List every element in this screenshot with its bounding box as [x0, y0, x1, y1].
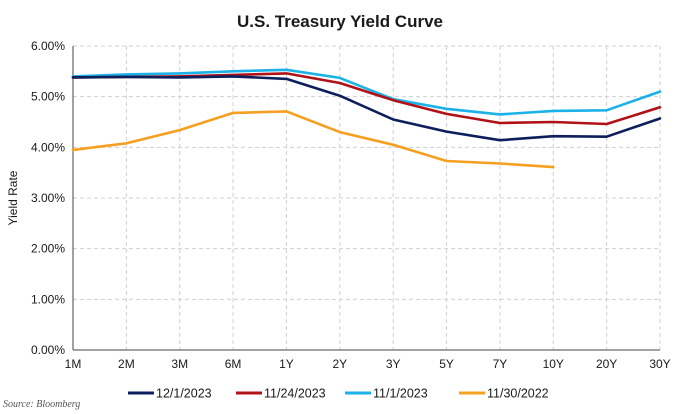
- y-tick-label: 2.00%: [31, 242, 65, 256]
- legend: 12/1/2023 11/24/2023 11/1/2023 11/30/2022: [128, 387, 549, 401]
- y-tick-label: 0.00%: [31, 343, 65, 357]
- chart-title: U.S. Treasury Yield Curve: [237, 12, 443, 31]
- legend-label: 12/1/2023: [156, 387, 212, 401]
- y-tick-label: 5.00%: [31, 90, 65, 104]
- axes: [72, 46, 660, 351]
- y-tick-label: 1.00%: [31, 292, 65, 306]
- series-line-3: [71, 110, 555, 169]
- series-line-0: [71, 75, 662, 142]
- series-lines: [71, 68, 662, 169]
- x-tick-label: 10Y: [543, 357, 564, 371]
- y-axis-label: Yield Rate: [6, 170, 20, 225]
- x-tick-label: 7Y: [493, 357, 508, 371]
- y-axis-ticks: 0.00% 1.00% 2.00% 3.00% 4.00% 5.00% 6.00%: [31, 39, 65, 357]
- x-tick-label: 20Y: [596, 357, 617, 371]
- x-tick-label: 2Y: [332, 357, 347, 371]
- legend-label: 11/1/2023: [373, 387, 428, 401]
- legend-label: 11/24/2023: [264, 387, 326, 401]
- source-note: Source: Bloomberg: [3, 399, 80, 410]
- grid-lines: [73, 45, 661, 350]
- y-tick-label: 6.00%: [31, 39, 65, 53]
- series-line-1: [71, 72, 662, 126]
- x-tick-label: 1Y: [279, 357, 294, 371]
- legend-label: 11/30/2022: [487, 387, 549, 401]
- x-tick-label: 2M: [118, 357, 135, 371]
- x-tick-label: 30Y: [649, 357, 670, 371]
- x-tick-label: 3Y: [386, 357, 401, 371]
- y-tick-label: 4.00%: [31, 140, 65, 154]
- x-tick-label: 6M: [225, 357, 242, 371]
- x-tick-label: 3M: [171, 357, 188, 371]
- y-tick-label: 3.00%: [31, 191, 65, 205]
- x-axis-ticks: 1M 2M 3M 6M 1Y 2Y 3Y 5Y 7Y 10Y 20Y 30Y: [65, 357, 671, 371]
- x-tick-label: 1M: [65, 357, 82, 371]
- series-line-2: [71, 68, 662, 116]
- x-tick-label: 5Y: [439, 357, 454, 371]
